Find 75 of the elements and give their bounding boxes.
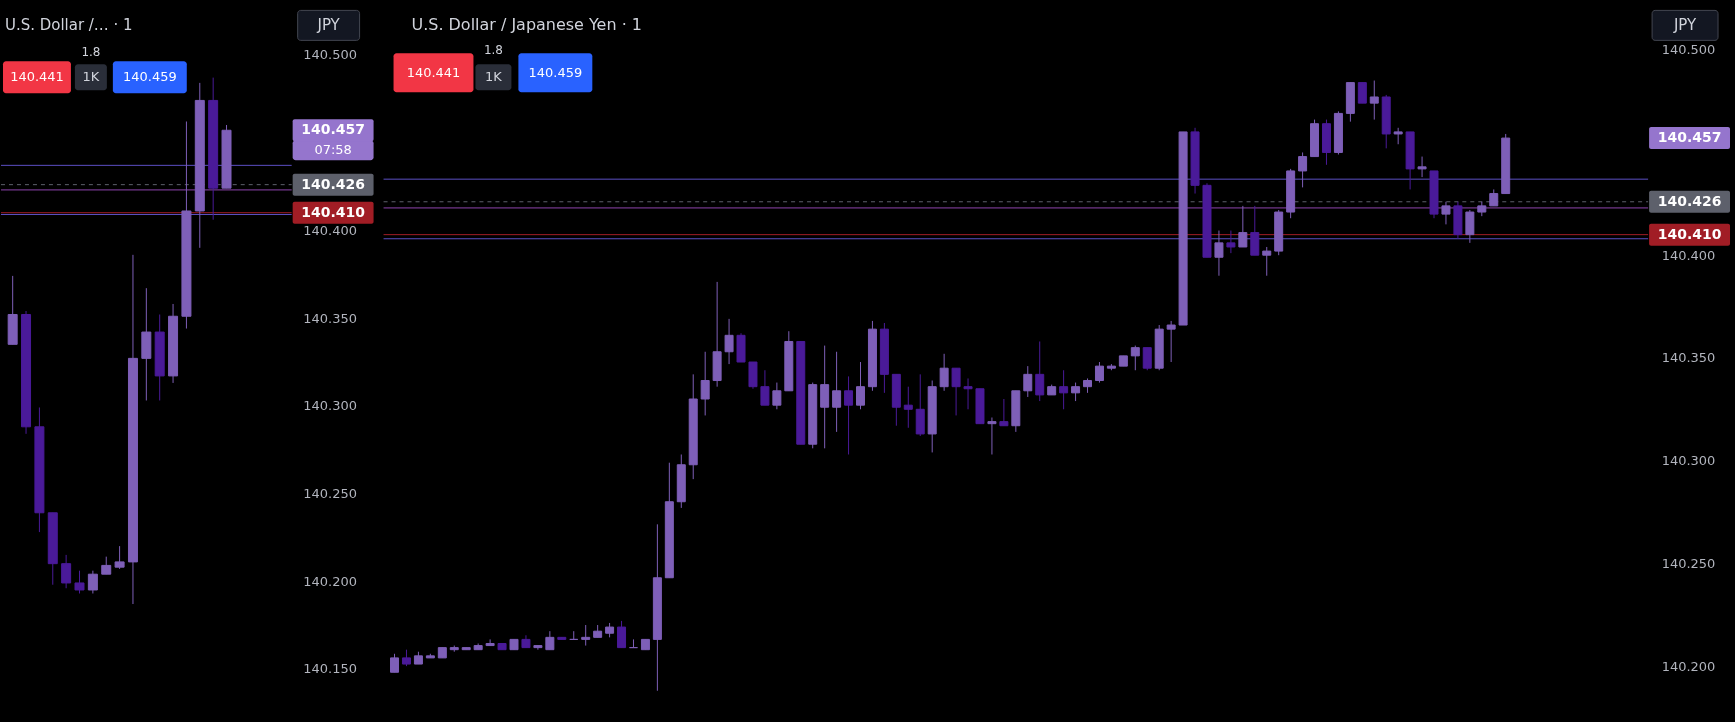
candlestick [1357,82,1367,104]
candlestick [74,570,85,594]
annotation: 140.459 [123,69,177,85]
candlestick [617,620,627,649]
candlestick [939,353,949,392]
annotation: 1.8 [81,45,101,60]
y-tick-label: 140.400 [303,222,357,238]
text: 140.457 [301,121,365,138]
candlestick [1023,365,1033,398]
candlestick [844,375,854,455]
y-tick-label: 140.250 [303,485,357,501]
ref-line-label: 140.410 [301,203,366,220]
candlestick [1298,151,1308,188]
candlestick [1142,347,1152,371]
y-tick-label: 140.250 [1661,555,1716,571]
ref-line-label: 140.410 [1657,225,1722,242]
annotation: 1K [82,69,100,85]
y-tick-label: 140.300 [1661,453,1716,469]
candlestick [820,345,830,449]
candlestick [963,377,973,410]
text: JPY [316,16,341,35]
text: U.S. Dollar /… · 1 [4,16,133,35]
candlestick [1250,205,1260,256]
y-tick-label: 140.500 [1661,42,1716,58]
ref-line-label: 140.426 [301,175,365,192]
candlestick [1035,340,1045,402]
candlestick [390,653,400,673]
candlestick [724,318,734,365]
candlestick [1166,320,1176,363]
candlestick [1262,246,1272,277]
annotation: 1K [485,69,503,85]
candlestick [700,351,710,416]
candlestick [1417,156,1427,178]
candlestick [832,351,842,433]
candlestick [760,369,770,406]
candlestick [1214,230,1224,277]
text: 07:58 [314,142,352,158]
candlestick [1071,382,1081,402]
y-tick-label: 140.400 [1661,247,1716,263]
candlestick [987,417,997,455]
candlestick [87,570,98,594]
candlestick [856,361,865,410]
text: JPY [1672,16,1698,35]
candlestick [1441,201,1451,225]
annotation: 140.441 [10,69,64,85]
candlestick [951,367,961,416]
annotation: 140.459 [528,64,583,80]
candlestick [1059,369,1069,410]
candlestick [485,638,495,647]
candlestick [1226,230,1236,254]
y-tick-label: 140.500 [303,47,357,63]
candlestick [114,545,125,570]
text: U.S. Dollar / Japanese Yen · 1 [411,15,642,35]
annotation: 140.441 [406,64,461,80]
candlestick [772,382,782,410]
y-tick-label: 140.300 [303,398,357,414]
candlestick [999,398,1009,427]
text: 140.457 [1657,129,1722,146]
y-tick-label: 140.350 [303,310,357,326]
annotation: 1.8 [483,43,503,58]
candlestick [1094,361,1104,384]
y-tick-label: 140.200 [1661,658,1716,674]
candlestick [1130,345,1140,371]
y-tick-label: 140.350 [1661,350,1716,366]
candlestick [533,645,543,651]
candlestick [1238,205,1248,248]
candlestick [1369,80,1379,121]
candlestick [581,624,591,647]
candlestick [903,386,913,429]
candlestick [545,630,555,651]
candlestick [61,554,72,589]
y-tick-label: 140.200 [303,573,357,589]
y-tick-label: 140.150 [303,661,357,677]
ref-line-label: 140.426 [1657,192,1722,209]
candlestick [1465,209,1475,244]
